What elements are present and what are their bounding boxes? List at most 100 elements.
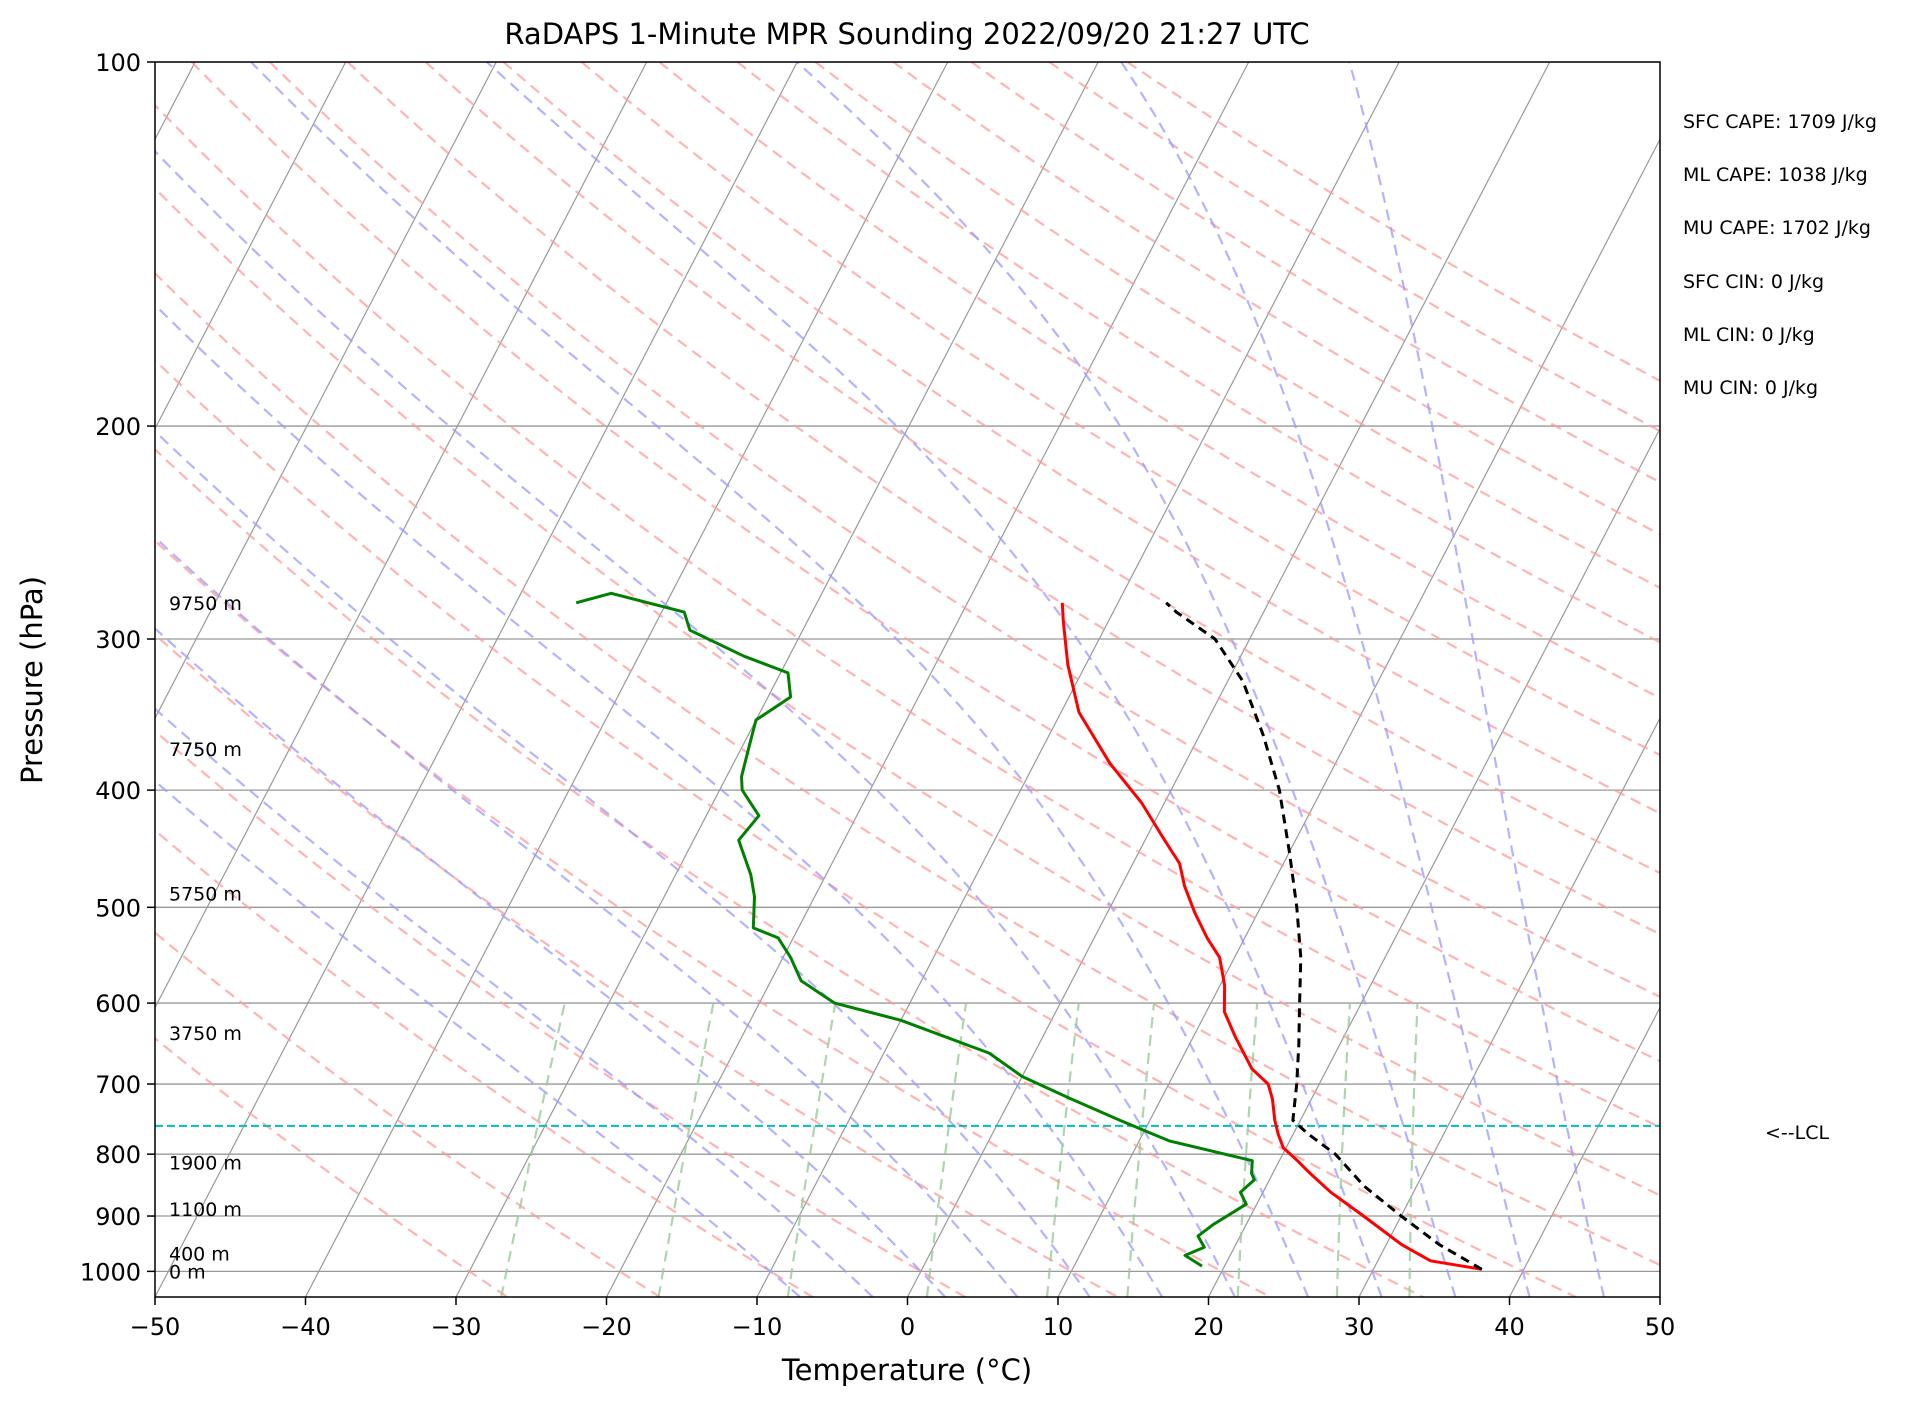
dry-adiabat-line (155, 539, 1271, 1297)
y-tick-label: 700 (95, 1071, 141, 1099)
dry-adiabat-line (580, 62, 1660, 757)
height-label: 9750 m (169, 593, 242, 615)
height-label: 3750 m (169, 1023, 242, 1045)
dry-adiabat-line (155, 931, 661, 1297)
moist-adiabat-line (486, 62, 1383, 1297)
y-tick-label: 600 (95, 990, 141, 1018)
y-tick-label: 500 (95, 894, 141, 922)
mixing-ratio-line (1408, 1003, 1419, 1297)
temperature-trace (1060, 602, 1483, 1271)
dry-adiabat-line (1126, 62, 1660, 383)
isotherm-line (155, 62, 798, 1297)
mixing-ratio-line (786, 1002, 837, 1297)
isotherm-line (155, 62, 497, 720)
dry-adiabat-line (155, 448, 1424, 1297)
isotherm-line (906, 62, 1551, 1297)
x-tick-label: −10 (732, 1313, 783, 1341)
dry-adiabat-line (892, 62, 1660, 536)
isotherm-line (304, 62, 949, 1297)
isotherm-line (756, 62, 1400, 1297)
x-tick-label: 0 (900, 1313, 915, 1341)
height-labels: 9750 m 7750 m 5750 m 3750 m 1900 m 1100 m 400 … (169, 593, 242, 1284)
moist-adiabat-line (796, 62, 1457, 1297)
lcl-label: <--LCL (1765, 1122, 1829, 1144)
mixing-ratio-line (1236, 1003, 1259, 1297)
isotherm-line (155, 62, 648, 1009)
y-tick-label: 400 (95, 777, 141, 805)
y-tick-label: 300 (95, 626, 141, 654)
moist-adiabat-line (250, 62, 1310, 1297)
indices-panel: SFC CAPE: 1709 J/kg ML CAPE: 1038 J/kg M… (1683, 111, 1877, 399)
ml-cin-label: ML CIN: 0 J/kg (1683, 324, 1815, 346)
isotherm-line (1057, 138, 1660, 1297)
dewpoint-trace (575, 591, 1256, 1268)
moist-adiabat-line (155, 779, 801, 1297)
moist-adiabat-line (155, 627, 946, 1297)
moist-adiabat-line (155, 707, 874, 1297)
mixing-ratio-line (925, 1002, 968, 1297)
x-axis-ticks: −50 −40 −30 −20 −10 0 10 20 30 40 50 (130, 1297, 1676, 1341)
dry-adiabat-line (346, 62, 1660, 936)
height-label: 5750 m (169, 883, 242, 905)
dry-adiabat-line (155, 271, 1660, 1267)
x-tick-label: 20 (1193, 1313, 1224, 1341)
ml-cape-label: ML CAPE: 1038 J/kg (1683, 164, 1868, 186)
plot-background (155, 62, 1660, 1297)
isotherm-line (1358, 716, 1660, 1297)
dry-adiabat-line (155, 358, 1577, 1297)
dry-adiabat-line (424, 62, 1660, 875)
x-tick-label: 50 (1645, 1313, 1676, 1341)
y-tick-label: 100 (95, 49, 141, 77)
dry-adiabat-line (502, 62, 1660, 815)
dry-adiabat-line (155, 828, 814, 1297)
x-tick-label: −20 (581, 1313, 632, 1341)
y-tick-label: 200 (95, 413, 141, 441)
y-axis-ticks: 100 200 300 400 500 600 700 800 900 1000 (80, 49, 155, 1286)
y-tick-label: 1000 (80, 1258, 141, 1286)
isotherm-line (605, 62, 1250, 1297)
y-axis-label: Pressure (hPa) (15, 576, 49, 784)
isotherm-line (455, 62, 1099, 1297)
height-label: 0 m (169, 1261, 206, 1283)
x-tick-label: 40 (1494, 1313, 1525, 1341)
y-tick-label: 800 (95, 1141, 141, 1169)
mixing-ratio-line (1335, 1003, 1351, 1297)
mixing-ratio-line (500, 1002, 566, 1297)
x-tick-label: −40 (280, 1313, 331, 1341)
mu-cape-label: MU CAPE: 1702 J/kg (1683, 217, 1871, 239)
height-label: 1100 m (169, 1199, 242, 1221)
isotherm-line (155, 62, 347, 431)
y-tick-label: 900 (95, 1203, 141, 1231)
height-label: 1900 m (169, 1153, 242, 1175)
x-axis-label: Temperature (°C) (781, 1353, 1032, 1387)
x-tick-label: −50 (130, 1313, 181, 1341)
moist-adiabat-line (155, 149, 1236, 1297)
height-label: 400 m (169, 1244, 230, 1266)
isotherm-line (1508, 1006, 1660, 1297)
isotherm-line (1811, 62, 1925, 1297)
dry-adiabat-line (658, 62, 1660, 700)
background-lines (155, 62, 1925, 1297)
moist-adiabat-line (155, 535, 1019, 1297)
x-tick-label: −30 (431, 1313, 482, 1341)
dry-adiabat-line (155, 103, 1660, 1129)
dry-adiabat-line (268, 62, 1660, 999)
dry-adiabat-line (155, 633, 1119, 1297)
moist-adiabat-line (155, 429, 1091, 1297)
dry-adiabat-line (1048, 62, 1660, 433)
sfc-cin-label: SFC CIN: 0 J/kg (1683, 271, 1824, 293)
sounding-traces (155, 591, 1660, 1271)
x-tick-label: 30 (1344, 1313, 1375, 1341)
x-tick-label: 10 (1043, 1313, 1074, 1341)
mixing-ratio-line (1045, 1002, 1080, 1297)
height-label: 7750 m (169, 739, 242, 761)
dry-adiabat-line (736, 62, 1660, 644)
isotherm-line (1659, 1295, 1660, 1297)
dry-adiabat-line (155, 1036, 509, 1297)
isotherm-line (1207, 427, 1660, 1297)
chart-title: RaDAPS 1-Minute MPR Sounding 2022/09/20 … (504, 17, 1309, 51)
mu-cin-label: MU CIN: 0 J/kg (1683, 377, 1818, 399)
moist-adiabat-line (1120, 62, 1531, 1297)
dry-adiabat-line (190, 62, 1660, 1063)
